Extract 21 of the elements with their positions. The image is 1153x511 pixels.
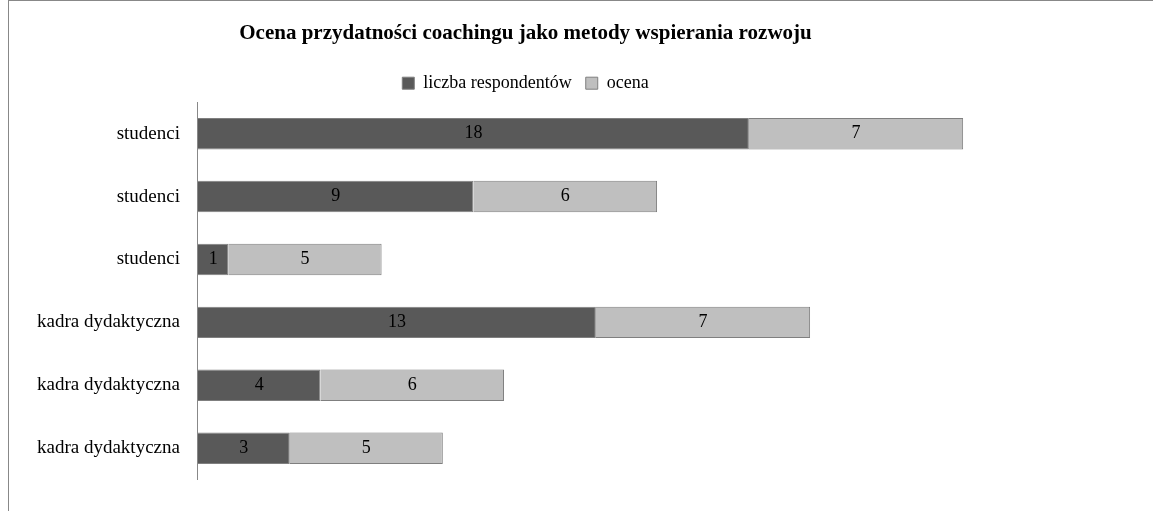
y-tick-label: studenci	[116, 184, 180, 206]
y-tick-label: studenci	[116, 247, 180, 269]
data-label: 3	[239, 436, 249, 457]
data-label: 18	[464, 122, 483, 143]
y-tick-label: kadra dydaktyczna	[36, 436, 181, 458]
y-tick-label: kadra dydaktyczna	[36, 373, 181, 395]
data-label: 4	[254, 373, 264, 394]
y-tick-label: kadra dydaktyczna	[36, 310, 181, 332]
y-tick-label: studenci	[116, 121, 180, 143]
chart-title: Ocena przydatności coachingu jako metody wspierania rozwoju	[239, 20, 813, 45]
data-label: 1	[208, 248, 218, 269]
data-label: 5	[300, 248, 310, 269]
data-label: 5	[361, 436, 371, 457]
legend-label: liczba respondentów	[423, 71, 572, 92]
data-label: 9	[331, 185, 341, 206]
data-label: 7	[698, 311, 708, 332]
data-label: 7	[851, 122, 861, 143]
data-label: 6	[407, 373, 417, 394]
data-label: 13	[387, 311, 406, 332]
data-label: 6	[560, 185, 570, 206]
legend-label: ocena	[606, 71, 649, 92]
